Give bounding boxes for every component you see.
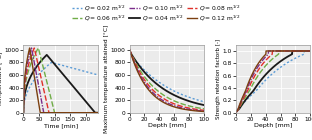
Y-axis label: Maximum temperature attained [°C]: Maximum temperature attained [°C]	[105, 24, 110, 133]
X-axis label: Time [min]: Time [min]	[44, 123, 78, 128]
Y-axis label: Temperature [°C]: Temperature [°C]	[0, 52, 3, 106]
Legend: $Q = 0.02$ m$^{1/2}$, $Q = 0.06$ m$^{1/2}$, $Q = 0.10$ m$^{1/2}$, $Q = 0.04$ m$^: $Q = 0.02$ m$^{1/2}$, $Q = 0.06$ m$^{1/2…	[71, 3, 241, 24]
Y-axis label: Strength retention factorb [-]: Strength retention factorb [-]	[216, 39, 221, 119]
X-axis label: Depth [mm]: Depth [mm]	[148, 123, 186, 128]
X-axis label: Depth [mm]: Depth [mm]	[254, 123, 292, 128]
